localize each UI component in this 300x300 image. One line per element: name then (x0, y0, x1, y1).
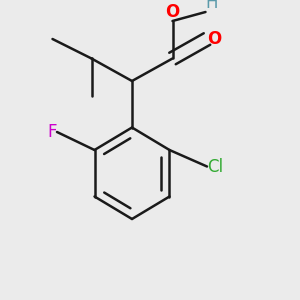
Text: F: F (47, 123, 57, 141)
Text: O: O (165, 3, 180, 21)
Text: O: O (207, 30, 221, 48)
Text: Cl: Cl (207, 158, 223, 175)
Text: H: H (206, 0, 218, 12)
